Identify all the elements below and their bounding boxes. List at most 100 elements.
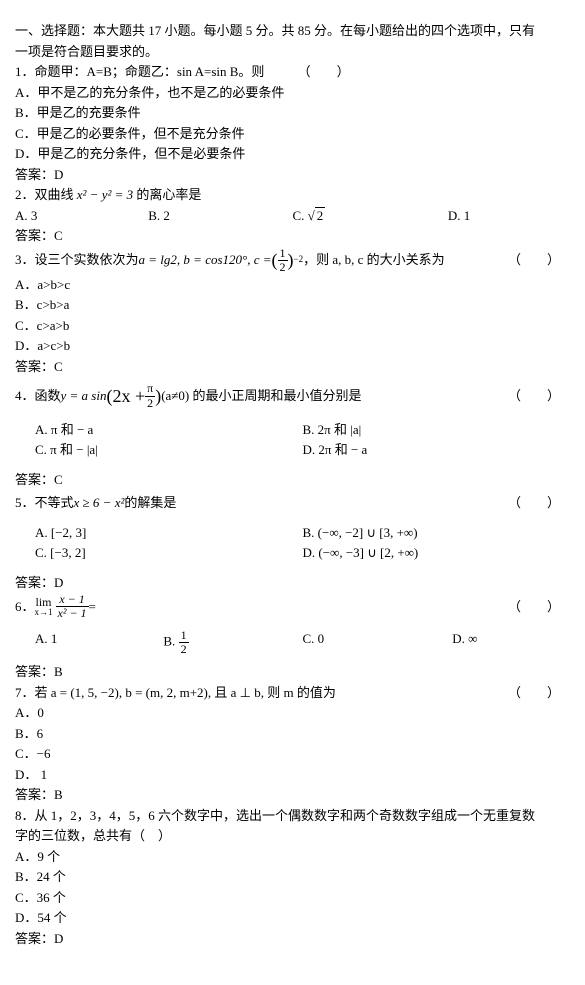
- q6-b-pre: B.: [163, 633, 178, 648]
- q5-opt-b: B. (−∞, −2] ∪ [3, +∞): [303, 523, 571, 543]
- q6-stem: 6． lim x→1 x − 1x² − 1 = （ ）: [15, 593, 570, 620]
- q6-answer: 答案：B: [15, 662, 570, 682]
- q5-paren: （ ）: [508, 493, 570, 513]
- q6-b-frac: 12: [179, 629, 189, 656]
- q2-stem-pre: 2．双曲线: [15, 187, 77, 202]
- q5-opt-d: D. (−∞, −3] ∪ [2, +∞): [303, 543, 571, 563]
- q6-opt-a: A. 1: [35, 629, 163, 656]
- q3-opt-b: B．c>b>a: [15, 295, 570, 315]
- q3-opt-c: C．c>a>b: [15, 316, 570, 336]
- q3-stem: 3． 设三个实数依次为 a = lg2, b = cos120°, c = ( …: [15, 247, 570, 274]
- q1-paren: （ ）: [268, 64, 350, 79]
- instructions-line2: 一项是符合题目要求的。: [15, 42, 570, 62]
- instructions-line1: 一、选择题：本大题共 17 小题。每小题 5 分。共 85 分。在每小题给出的四…: [15, 21, 570, 41]
- q6-num: 6．: [15, 597, 35, 617]
- q2-c-pre: C.: [292, 208, 307, 223]
- q7-opt-c: C．−6: [15, 744, 570, 764]
- q7-stem-text: 7．若 a = (1, 5, −2), b = (m, 2, m+2), 且 a…: [15, 683, 336, 703]
- q3-frac-d: 2: [278, 261, 288, 274]
- q4-answer: 答案：C: [15, 470, 570, 490]
- q2-stem-post: 的离心率是: [133, 187, 201, 202]
- q6-b-d: 2: [179, 643, 189, 656]
- q4-opt-d: D. 2π 和 − a: [303, 440, 571, 460]
- q4-opt-c: C. π 和 − |a|: [35, 440, 303, 460]
- q3-frac: 12: [278, 247, 288, 274]
- q1-opt-b: B．甲是乙的充要条件: [15, 103, 570, 123]
- q4-options-row1: A. π 和 − a B. 2π 和 |a|: [15, 420, 570, 440]
- q6-opt-d: D. ∞: [452, 629, 570, 656]
- q6-eq: =: [89, 597, 96, 617]
- q3-opt-a: A．a>b>c: [15, 275, 570, 295]
- q7-answer: 答案：B: [15, 785, 570, 805]
- q4-frac-n: π: [145, 382, 155, 396]
- q6-frac: x − 1x² − 1: [56, 593, 89, 620]
- q4-paren: （ ）: [508, 386, 570, 406]
- q4-stem: 4．函数 y = a sin (2x + π2 ) (a≠0) 的最小正周期和最…: [15, 382, 570, 409]
- q3-exp: −2: [294, 253, 304, 267]
- q5-stem: 5． 不等式 x ≥ 6 − x² 的解集是 （ ）: [15, 493, 570, 513]
- q8-opt-c: C．36 个: [15, 888, 570, 908]
- q4-options-row2: C. π 和 − |a| D. 2π 和 − a: [15, 440, 570, 460]
- q4-inner-open: (2x +: [106, 383, 145, 410]
- q4-frac-d: 2: [145, 397, 155, 410]
- q5-options-row1: A. [−2, 3] B. (−∞, −2] ∪ [3, +∞): [15, 523, 570, 543]
- q1-opt-d: D．甲是乙的充分条件，但不是必要条件: [15, 144, 570, 164]
- q6-lim: lim x→1: [35, 596, 53, 617]
- q6-frac-d: x² − 1: [56, 607, 89, 620]
- q6-paren: （ ）: [508, 597, 570, 617]
- q7-opt-d: D． 1: [15, 765, 570, 785]
- q1-opt-a: A．甲不是乙的充分条件，也不是乙的必要条件: [15, 83, 570, 103]
- q1-stem-text: 1．命题甲：A=B；命题乙：sin A=sin B。则: [15, 64, 264, 79]
- q2-opt-b: B. 2: [148, 206, 292, 226]
- q3-stem-post: ，则 a, b, c 的大小关系为: [303, 250, 445, 270]
- q4-expr-pre: y = a sin: [61, 386, 107, 406]
- q5-expr: x ≥ 6 − x²: [74, 493, 125, 513]
- q2-answer: 答案：C: [15, 226, 570, 246]
- q3-stem-pre: 设三个实数依次为: [35, 250, 139, 270]
- q6-frac-n: x − 1: [56, 593, 89, 607]
- q5-options-row2: C. [−3, 2] D. (−∞, −3] ∪ [2, +∞): [15, 543, 570, 563]
- q3-expr1: a = lg2, b = cos120°, c =: [139, 250, 272, 270]
- q8-stem-l2: 字的三位数，总共有（ ）: [15, 826, 570, 846]
- q4-opt-a: A. π 和 − a: [35, 420, 303, 440]
- q2-c-sqrt: 2: [315, 207, 326, 223]
- q2-stem: 2．双曲线 x² − y² = 3 的离心率是: [15, 185, 570, 205]
- q3-answer: 答案：C: [15, 357, 570, 377]
- q1-stem: 1．命题甲：A=B；命题乙：sin A=sin B。则 （ ）: [15, 62, 570, 82]
- q8-opt-d: D．54 个: [15, 908, 570, 928]
- q7-paren: （ ）: [508, 683, 570, 703]
- q5-num: 5．: [15, 493, 35, 513]
- q6-opt-c: C. 0: [302, 629, 452, 656]
- q3-paren: （ ）: [508, 250, 570, 270]
- q4-opt-b: B. 2π 和 |a|: [303, 420, 571, 440]
- q5-stem-pre: 不等式: [35, 493, 74, 513]
- q4-frac: π2: [145, 382, 155, 409]
- q8-opt-b: B．24 个: [15, 867, 570, 887]
- q5-opt-a: A. [−2, 3]: [35, 523, 303, 543]
- q5-answer: 答案：D: [15, 573, 570, 593]
- q2-opt-a: A. 3: [15, 206, 148, 226]
- q1-answer: 答案：D: [15, 165, 570, 185]
- q7-stem: 7．若 a = (1, 5, −2), b = (m, 2, m+2), 且 a…: [15, 683, 570, 703]
- q2-opt-d: D. 1: [448, 206, 570, 226]
- q8-answer: 答案：D: [15, 929, 570, 949]
- q8-stem-l1: 8．从 1，2，3，4，5，6 六个数字中，选出一个偶数数字和两个奇数数字组成一…: [15, 806, 570, 826]
- q4-expr-post: (a≠0) 的最小正周期和最小值分别是: [161, 386, 361, 406]
- q4-stem-pre: 4．函数: [15, 386, 61, 406]
- q3-num: 3．: [15, 250, 35, 270]
- q2-options: A. 3 B. 2 C. √2 D. 1: [15, 206, 570, 226]
- q8-opt-a: A．9 个: [15, 847, 570, 867]
- q5-stem-post: 的解集是: [124, 493, 176, 513]
- q6-lim-sub: x→1: [35, 608, 53, 617]
- q7-opt-a: A．0: [15, 703, 570, 723]
- q1-opt-c: C．甲是乙的必要条件，但不是充分条件: [15, 124, 570, 144]
- q6-b-n: 1: [179, 629, 189, 643]
- q6-opt-b: B. 12: [163, 629, 302, 656]
- q3-opt-d: D．a>c>b: [15, 336, 570, 356]
- q2-expr: x² − y² = 3: [77, 187, 133, 202]
- q6-options: A. 1 B. 12 C. 0 D. ∞: [15, 629, 570, 656]
- q7-opt-b: B．6: [15, 724, 570, 744]
- q2-opt-c: C. √2: [292, 206, 447, 226]
- q5-opt-c: C. [−3, 2]: [35, 543, 303, 563]
- q3-frac-n: 1: [278, 247, 288, 261]
